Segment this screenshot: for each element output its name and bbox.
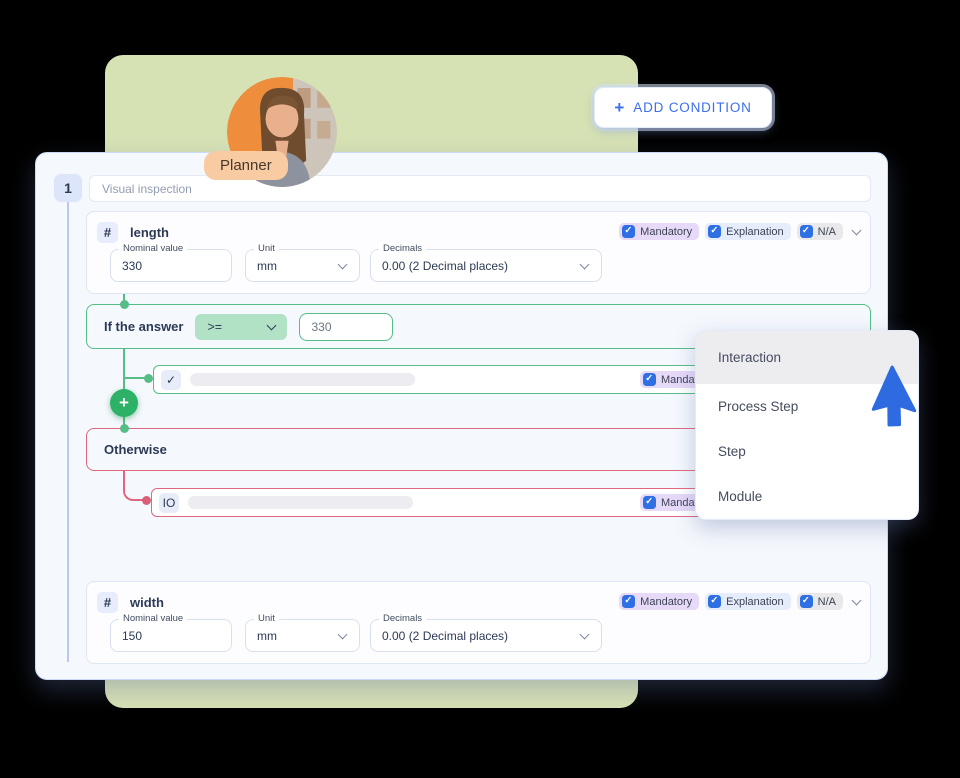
io-chip: IO [159, 492, 179, 513]
add-condition-button[interactable]: + ADD CONDITION [594, 87, 772, 128]
mandatory-label: Mandatory [640, 595, 693, 608]
explanation-label: Explanation [726, 595, 784, 608]
nominal-value-label: Nominal value [119, 613, 188, 624]
na-flag[interactable]: N/A [796, 593, 843, 610]
chevron-down-icon [337, 259, 348, 269]
nominal-value: 330 [122, 258, 143, 273]
explanation-flag[interactable]: Explanation [705, 593, 791, 610]
unit-value: mm [257, 258, 277, 273]
connector-dot [119, 300, 129, 309]
answer-placeholder-skeleton [188, 496, 413, 509]
step-title-input[interactable] [89, 175, 871, 202]
na-label: N/A [817, 595, 836, 608]
node-type-dropdown-menu: Interaction Process Step Step Module [695, 330, 919, 520]
mandatory-flag[interactable]: Mandatory [619, 593, 700, 610]
menu-item-process-step[interactable]: Process Step [718, 399, 799, 414]
unit-label: Unit [254, 243, 279, 254]
number-type-icon: # [97, 592, 118, 613]
field-name: width [130, 595, 164, 610]
explanation-label: Explanation [726, 225, 784, 238]
checked-checkbox-icon[interactable] [622, 225, 636, 238]
chevron-down-icon[interactable] [851, 595, 862, 605]
checked-checkbox-icon[interactable] [708, 225, 722, 238]
chevron-down-icon [579, 629, 590, 639]
add-condition-label: ADD CONDITION [633, 100, 752, 115]
length-field-card: # length Mandatory Explanation N/A Nomin… [86, 211, 871, 294]
chevron-down-icon[interactable] [851, 225, 862, 235]
chevron-down-icon [579, 259, 590, 269]
checked-checkbox-icon[interactable] [799, 225, 813, 238]
connector-dot [144, 373, 153, 383]
number-type-icon: # [97, 222, 118, 243]
nominal-value-input[interactable]: Nominal value 150 [110, 613, 232, 652]
unit-select[interactable]: Unit mm [245, 613, 360, 652]
checked-checkbox-icon[interactable] [643, 373, 656, 386]
menu-item-interaction[interactable]: Interaction [696, 331, 918, 384]
operator-select[interactable]: >= [195, 313, 288, 340]
decimals-label: Decimals [379, 243, 427, 254]
step-connector-line [67, 202, 69, 662]
checked-checkbox-icon[interactable] [708, 595, 722, 608]
nominal-value-input[interactable]: Nominal value 330 [110, 243, 232, 282]
otherwise-label: Otherwise [104, 442, 167, 457]
checked-checkbox-icon[interactable] [622, 595, 636, 608]
connector-dot [142, 496, 151, 505]
inspection-step-card: 1 # length Mandatory Explanation N/A Nom… [35, 152, 888, 680]
mandatory-flag[interactable]: Mandatory [619, 223, 700, 240]
checked-checkbox-icon[interactable] [799, 595, 813, 608]
decimals-value: 0.00 (2 Decimal places) [382, 628, 509, 643]
menu-item-step[interactable]: Step [718, 444, 746, 459]
chevron-down-icon [337, 629, 348, 639]
connector-dot [119, 423, 129, 433]
decimals-select[interactable]: Decimals 0.00 (2 Decimal places) [370, 613, 602, 652]
field-name: length [130, 225, 169, 240]
if-condition-box: If the answer >= 330 [86, 304, 871, 349]
na-label: N/A [817, 225, 836, 238]
otherwise-connector-line [123, 471, 147, 501]
decimals-select[interactable]: Decimals 0.00 (2 Decimal places) [370, 243, 602, 282]
check-icon: ✓ [161, 369, 181, 390]
connector-line [123, 294, 125, 305]
step-number-badge: 1 [54, 174, 82, 202]
operator-value: >= [207, 319, 223, 334]
connector-branch-line [124, 377, 149, 379]
nominal-value-label: Nominal value [119, 243, 188, 254]
explanation-flag[interactable]: Explanation [705, 223, 791, 240]
menu-item-module[interactable]: Module [718, 489, 763, 504]
mouse-cursor-icon [871, 364, 944, 439]
width-field-card: # width Mandatory Explanation N/A Nomina… [86, 581, 871, 664]
planner-role-badge: Planner [204, 151, 288, 180]
decimals-value: 0.00 (2 Decimal places) [382, 258, 509, 273]
if-condition-label: If the answer [104, 319, 184, 334]
unit-label: Unit [254, 613, 279, 624]
unit-value: mm [257, 628, 277, 643]
chevron-down-icon [267, 320, 277, 330]
add-branch-button[interactable]: + [110, 389, 138, 417]
plus-icon: + [614, 97, 625, 117]
decimals-label: Decimals [379, 613, 427, 624]
answer-placeholder-skeleton [190, 373, 415, 386]
unit-select[interactable]: Unit mm [245, 243, 360, 282]
checked-checkbox-icon[interactable] [643, 496, 656, 509]
na-flag[interactable]: N/A [796, 223, 843, 240]
mandatory-label: Mandatory [640, 225, 693, 238]
condition-value-input[interactable]: 330 [299, 312, 394, 341]
nominal-value: 150 [122, 628, 143, 643]
